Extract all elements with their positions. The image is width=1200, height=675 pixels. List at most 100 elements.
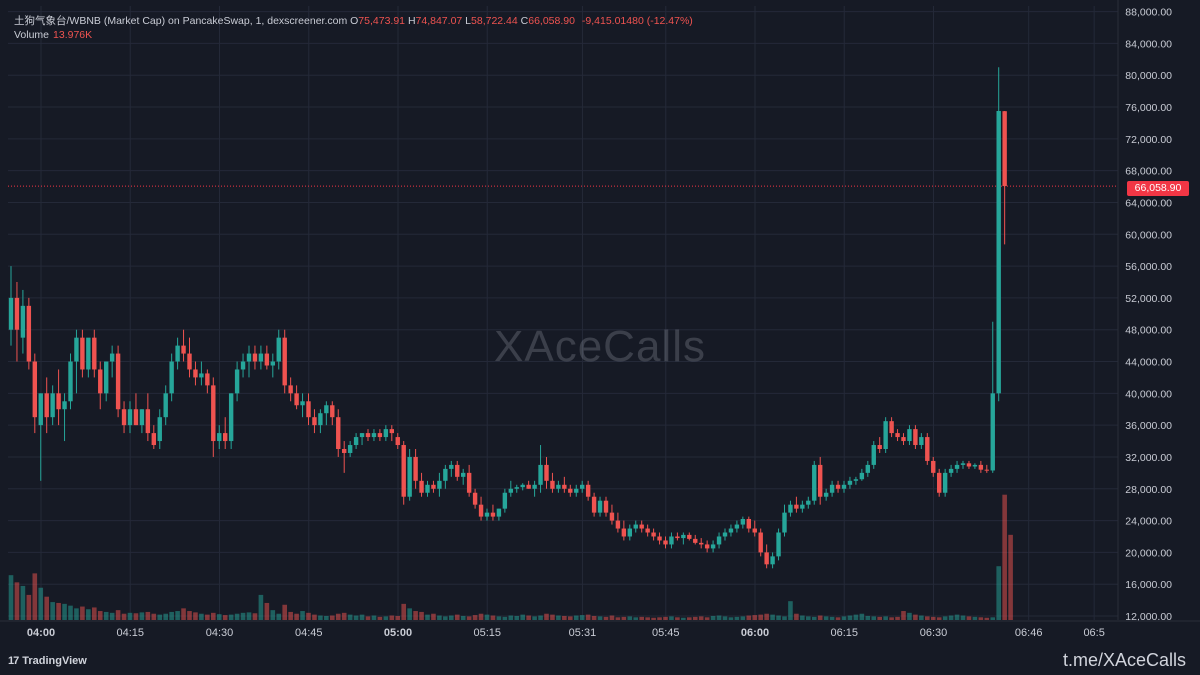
volume-bar: [454, 614, 460, 620]
close-value: 66,058.90: [528, 15, 575, 27]
candle-body: [466, 472, 472, 493]
volume-bar: [817, 615, 823, 620]
y-tick-label: 56,000.00: [1125, 261, 1172, 273]
volume-bar: [246, 612, 252, 620]
candle-body: [14, 297, 20, 330]
volume-bar: [913, 614, 918, 620]
candle-body: [847, 480, 853, 485]
candle-body: [966, 463, 972, 467]
volume-value: 13.976K: [53, 29, 93, 41]
candle-body: [818, 464, 823, 497]
candle-body: [538, 464, 543, 485]
volume-bar: [288, 611, 293, 620]
candle-body: [86, 337, 91, 370]
volume-bar: [252, 613, 258, 620]
volume-bar: [502, 616, 508, 620]
candle-body: [98, 369, 103, 394]
volume-bar: [942, 616, 948, 620]
volume-bar: [800, 615, 805, 620]
volume-bar: [681, 617, 686, 620]
y-tick-label: 68,000.00: [1125, 166, 1172, 178]
volume-bar: [907, 612, 912, 620]
volume-bar: [365, 616, 371, 620]
candle-body: [514, 487, 519, 489]
volume-bar: [318, 615, 323, 620]
candle-body: [853, 479, 859, 481]
candle-body: [365, 433, 371, 438]
volume-bar: [62, 603, 67, 620]
volume-bar: [966, 616, 972, 620]
y-tick-label: 60,000.00: [1125, 229, 1172, 241]
candle-body: [901, 437, 906, 442]
volume-bar: [425, 614, 430, 620]
volume-bar: [282, 604, 287, 620]
volume-bar: [68, 605, 73, 620]
candle-body: [716, 536, 722, 545]
volume-bar: [490, 615, 496, 620]
candle-body: [377, 433, 383, 438]
volume-bar: [413, 611, 418, 620]
volume-bar: [353, 615, 359, 620]
volume-bar: [978, 617, 984, 620]
volume-bar: [609, 615, 615, 620]
volume-bar: [770, 614, 775, 620]
tradingview-logo[interactable]: 17 TradingView: [8, 655, 87, 667]
volume-bar: [758, 614, 763, 620]
candle-body: [520, 484, 525, 488]
high-label: H: [407, 15, 416, 27]
volume-bar: [722, 616, 728, 620]
volume-bar: [591, 615, 597, 620]
volume-bar: [92, 607, 97, 620]
candle-body: [151, 433, 156, 446]
candle-body: [925, 437, 930, 461]
candle-body: [675, 536, 680, 539]
candle-body: [223, 433, 228, 442]
candle-body: [347, 445, 353, 453]
candle-body: [568, 488, 573, 493]
close-label: C: [520, 15, 529, 27]
candle-body: [133, 409, 139, 426]
candle-body: [127, 409, 133, 426]
candle-body: [889, 421, 894, 434]
candle-body: [794, 504, 799, 509]
candle-body: [823, 492, 829, 497]
candle-body: [996, 110, 1001, 394]
volume-bar: [651, 617, 656, 620]
volume-bar: [544, 613, 549, 620]
volume-bar: [228, 614, 234, 620]
volume-bar: [347, 614, 353, 620]
volume-bar: [294, 613, 299, 620]
x-tick-label: 05:45: [652, 627, 680, 639]
volume-bar: [330, 615, 335, 620]
candle-body: [395, 437, 400, 446]
volume-bar: [377, 616, 383, 620]
candle-body: [978, 464, 984, 470]
candle-body: [621, 528, 627, 537]
y-tick-label: 48,000.00: [1125, 325, 1172, 337]
volume-bar: [692, 616, 698, 620]
candle-body: [615, 520, 621, 529]
candle-body: [562, 484, 567, 489]
candle-body: [651, 532, 656, 537]
candle-body: [585, 484, 591, 497]
volume-bar: [871, 616, 877, 620]
candle-body: [32, 361, 37, 418]
candle-body: [907, 429, 912, 442]
candle-body: [187, 353, 192, 370]
candle-body: [383, 429, 389, 438]
volume-bar: [359, 614, 365, 620]
candle-body: [68, 361, 73, 402]
candle-body: [455, 464, 460, 477]
change-value: -9,415.01480 (-12.47%): [581, 15, 693, 27]
volume-bar: [38, 587, 44, 620]
candle-body: [8, 297, 14, 330]
volume-bar: [1002, 494, 1007, 620]
volume-bar: [145, 611, 151, 620]
candle-body: [919, 437, 924, 446]
y-tick-label: 12,000.00: [1125, 611, 1172, 623]
candle-body: [478, 504, 484, 517]
candle-body: [627, 528, 632, 537]
volume-bar: [270, 610, 276, 620]
